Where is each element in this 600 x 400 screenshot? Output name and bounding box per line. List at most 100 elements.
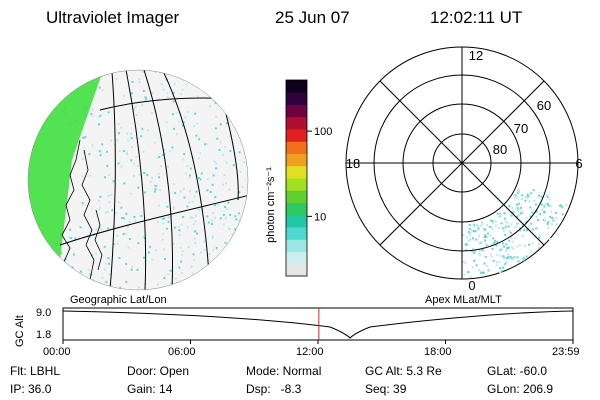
emission-dot: [212, 99, 215, 102]
emission-dot: [186, 110, 189, 113]
emission-dot: [178, 120, 181, 123]
emission-dot: [219, 85, 222, 88]
colorbar-tick-label: 100: [314, 126, 332, 138]
emission-dot: [519, 230, 522, 233]
emission-dot: [81, 175, 84, 178]
emission-dot: [186, 205, 189, 208]
emission-dot: [154, 190, 157, 193]
emission-dot: [546, 194, 549, 197]
emission-dot: [550, 223, 553, 226]
emission-dot: [468, 223, 471, 226]
emission-dot: [196, 122, 199, 125]
emission-dot: [478, 234, 481, 237]
emission-dot: [233, 90, 236, 93]
emission-dot: [551, 216, 554, 219]
emission-dot: [183, 153, 186, 156]
emission-dot: [140, 135, 143, 138]
emission-dot: [234, 228, 237, 231]
geographic-caption: Geographic Lat/Lon: [70, 294, 167, 306]
emission-dot: [174, 277, 177, 280]
emission-dot: [476, 226, 479, 229]
emission-dot: [182, 216, 185, 219]
emission-dot: [223, 173, 226, 176]
emission-dot: [206, 215, 209, 218]
emission-dot: [108, 273, 111, 276]
emission-dot: [227, 258, 230, 261]
emission-dot: [192, 223, 195, 226]
emission-dot: [138, 173, 141, 176]
emission-dot: [149, 180, 152, 183]
emission-dot: [525, 255, 528, 258]
emission-dot: [488, 225, 491, 228]
emission-dot: [226, 92, 229, 95]
emission-dot: [249, 77, 251, 79]
emission-dot: [181, 272, 184, 275]
emission-dot: [153, 141, 156, 144]
colorbar-cell: [286, 80, 307, 93]
emission-dot: [215, 280, 218, 283]
emission-dot: [232, 116, 235, 119]
emission-dot: [528, 200, 531, 203]
emission-dot: [243, 263, 246, 266]
emission-dot: [231, 233, 234, 236]
emission-dot: [156, 283, 159, 286]
emission-dot: [222, 223, 225, 226]
emission-dot: [194, 214, 197, 217]
emission-dot: [530, 222, 533, 225]
emission-dot: [462, 260, 465, 263]
emission-dot: [142, 256, 145, 259]
emission-dot: [174, 191, 177, 194]
emission-dot: [63, 89, 66, 92]
emission-dot: [229, 134, 232, 137]
emission-dot: [95, 282, 98, 285]
emission-dot: [182, 124, 185, 127]
emission-dot: [525, 220, 528, 223]
emission-dot: [144, 96, 147, 99]
timeline-ticks: [62, 340, 574, 344]
emission-dot: [505, 256, 508, 259]
emission-dot: [107, 257, 110, 260]
emission-dot: [97, 199, 100, 202]
emission-dot: [62, 280, 65, 283]
emission-dot: [504, 233, 507, 236]
emission-dot: [158, 176, 161, 179]
emission-dot: [516, 191, 519, 194]
emission-dot: [525, 216, 528, 219]
emission-dot: [226, 280, 229, 283]
emission-dot: [504, 220, 507, 223]
emission-dot: [90, 229, 93, 232]
orbit-timeline: [62, 307, 574, 344]
timeline-ytick-max: 9.0: [36, 307, 52, 319]
emission-dot: [468, 228, 471, 231]
emission-dot: [193, 195, 196, 198]
emission-dot: [148, 245, 151, 248]
emission-dot: [516, 215, 519, 218]
emission-dot: [221, 70, 224, 71]
emission-dot: [228, 254, 231, 257]
emission-dot: [88, 153, 91, 156]
emission-dot: [98, 67, 100, 69]
emission-dot: [239, 220, 242, 223]
colorbar-cell: [286, 202, 307, 216]
emission-dot: [516, 223, 519, 226]
emission-dot: [213, 160, 216, 163]
emission-dot: [119, 286, 122, 289]
emission-dot: [211, 235, 214, 238]
emission-dot: [555, 223, 558, 226]
emission-dot: [133, 162, 136, 165]
emission-dot: [196, 95, 199, 98]
emission-dot: [222, 153, 225, 156]
info-glat: GLat: -60.0: [487, 364, 548, 378]
emission-dot: [499, 267, 502, 270]
emission-dot: [127, 225, 130, 228]
emission-dot: [485, 235, 488, 238]
emission-dot: [138, 81, 141, 84]
emission-dot: [118, 201, 121, 204]
emission-dot: [144, 98, 147, 101]
emission-dot: [186, 165, 189, 168]
emission-dot: [195, 190, 198, 193]
emission-dot: [178, 229, 181, 232]
emission-dot: [511, 240, 514, 243]
emission-dot: [249, 104, 251, 106]
emission-dot: [99, 154, 102, 157]
